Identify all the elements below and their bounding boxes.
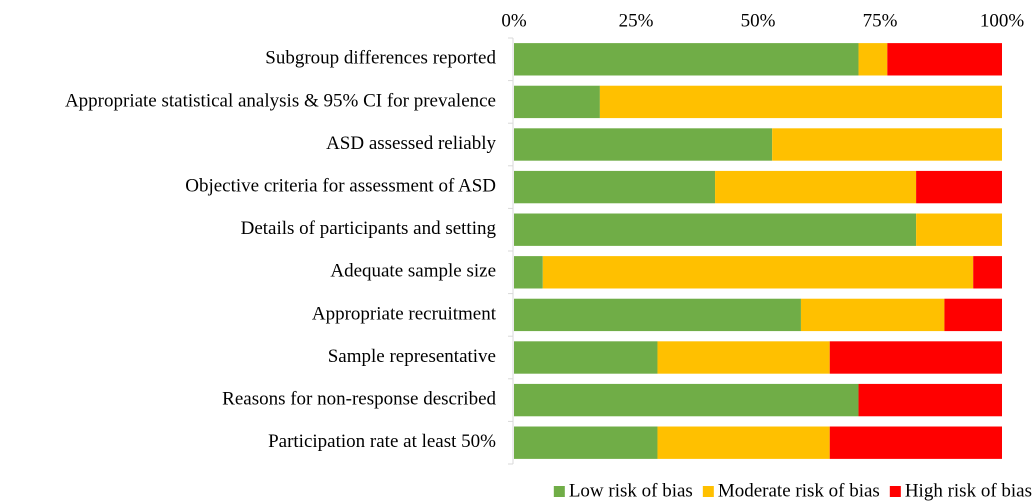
category-label: Appropriate statistical analysis & 95% C… [65, 90, 496, 111]
bar-segment [858, 43, 888, 76]
bar-segment [514, 128, 773, 161]
legend-label: Moderate risk of bias [718, 480, 880, 501]
category-label: Appropriate recruitment [312, 303, 497, 324]
bar-segment [514, 383, 859, 417]
bar-segment [514, 426, 658, 459]
bar-segment [514, 43, 859, 76]
category-label: Adequate sample size [330, 261, 496, 282]
x-tick-label: 25% [619, 10, 654, 31]
bar-segment [514, 213, 917, 246]
category-label: Sample representative [328, 346, 496, 367]
bar-segment [599, 85, 1002, 119]
bar-segment [514, 298, 801, 332]
bar-segment [944, 298, 1002, 332]
x-tick-label: 75% [863, 10, 898, 31]
bar-segment [542, 256, 974, 289]
category-label: Reasons for non-response described [222, 388, 496, 409]
bar-segment [829, 341, 1002, 374]
bar-segment [715, 170, 917, 204]
bar-segment [800, 298, 945, 332]
bar-segment [772, 128, 1002, 161]
bar-segment [916, 213, 1002, 246]
bar-segment [887, 43, 1002, 76]
category-label: Subgroup differences reported [265, 48, 496, 69]
x-tick-label: 100% [980, 10, 1025, 31]
legend-swatch [553, 486, 565, 497]
bar-segment [657, 341, 830, 374]
x-tick-label: 50% [741, 10, 776, 31]
category-label: Details of participants and setting [241, 218, 497, 239]
bar-segment [829, 426, 1002, 459]
bar-segment [916, 170, 1002, 204]
category-label: Objective criteria for assessment of ASD [185, 175, 496, 196]
legend-swatch [889, 486, 901, 497]
bar-segment [514, 170, 716, 204]
bar-segment [514, 256, 543, 289]
legend-label: High risk of bias [905, 480, 1032, 501]
bar-segment [973, 256, 1002, 289]
bar-segment [514, 85, 600, 119]
legend-label: Low risk of bias [569, 480, 693, 501]
category-label: Participation rate at least 50% [268, 431, 496, 452]
bar-segment [657, 426, 830, 459]
bar-segment [514, 341, 658, 374]
bar-segment [858, 383, 1002, 417]
x-tick-label: 0% [501, 10, 527, 31]
category-label: ASD assessed reliably [326, 133, 496, 154]
legend-swatch [702, 486, 714, 497]
